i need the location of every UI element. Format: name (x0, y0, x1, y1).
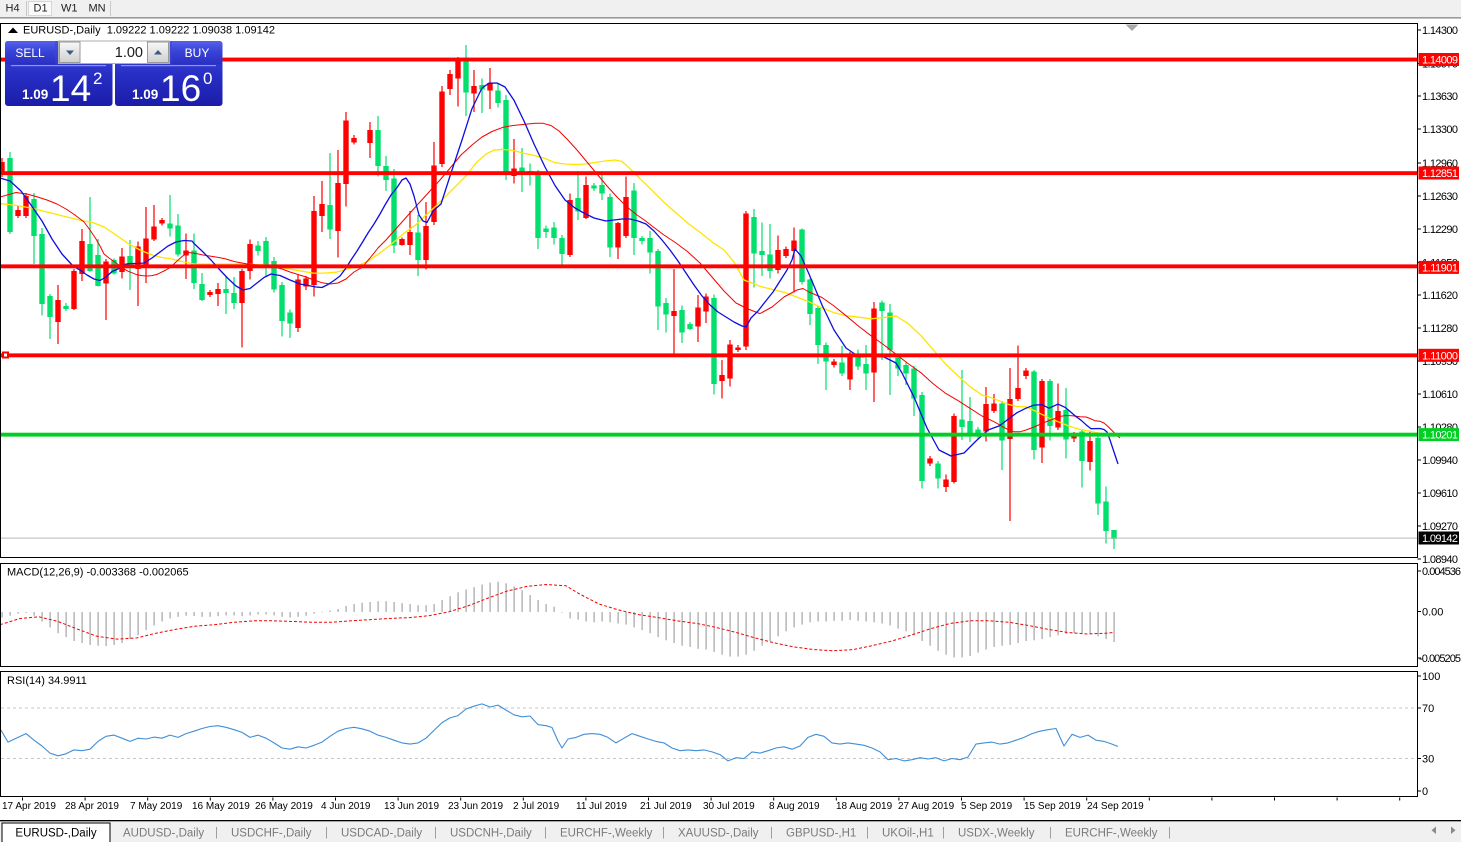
svg-text:|: | (1168, 827, 1171, 839)
svg-text:70: 70 (1422, 703, 1434, 715)
svg-text:W1: W1 (61, 3, 78, 15)
svg-text:16 May 2019: 16 May 2019 (192, 801, 250, 812)
svg-text:1.11901: 1.11901 (1422, 262, 1458, 274)
svg-text:USDCHF-,Daily: USDCHF-,Daily (231, 828, 312, 840)
svg-text:RSI(14) 34.9911: RSI(14) 34.9911 (7, 675, 87, 687)
svg-text:H4: H4 (6, 3, 20, 15)
svg-text:14: 14 (50, 68, 91, 109)
svg-text:1.09270: 1.09270 (1422, 521, 1458, 533)
svg-text:USDX-,Weekly: USDX-,Weekly (958, 828, 1035, 840)
svg-text:1.12630: 1.12630 (1422, 191, 1458, 203)
svg-text:1.00: 1.00 (115, 45, 143, 61)
svg-text:UKOil-,H1: UKOil-,H1 (882, 828, 934, 840)
svg-text:1.11620: 1.11620 (1422, 290, 1458, 302)
svg-text:0.004536: 0.004536 (1422, 566, 1461, 578)
svg-text:AUDUSD-,Daily: AUDUSD-,Daily (123, 828, 204, 840)
svg-text:27 Aug 2019: 27 Aug 2019 (898, 801, 955, 812)
svg-text:1.09610: 1.09610 (1422, 488, 1458, 500)
svg-text:1.13630: 1.13630 (1422, 91, 1458, 103)
svg-text:XAUUSD-,Daily: XAUUSD-,Daily (678, 828, 759, 840)
svg-text:0: 0 (1422, 786, 1428, 798)
svg-text:17 Apr 2019: 17 Apr 2019 (2, 801, 56, 812)
svg-text:28 Apr 2019: 28 Apr 2019 (65, 801, 119, 812)
svg-text:D1: D1 (34, 3, 48, 15)
svg-text:GBPUSD-,H1: GBPUSD-,H1 (786, 828, 856, 840)
svg-text:30 Jul 2019: 30 Jul 2019 (703, 801, 755, 812)
svg-text:18 Aug 2019: 18 Aug 2019 (836, 801, 893, 812)
svg-text:1.14009: 1.14009 (1422, 55, 1458, 67)
svg-text:|: | (325, 827, 328, 839)
svg-text:EURUSD-,Daily: EURUSD-,Daily (15, 828, 96, 840)
svg-text:1.11000: 1.11000 (1422, 350, 1458, 362)
svg-text:1.12290: 1.12290 (1422, 224, 1458, 236)
svg-text:15 Sep 2019: 15 Sep 2019 (1024, 801, 1081, 812)
svg-text:1.09142: 1.09142 (1422, 533, 1458, 545)
svg-text:24 Sep 2019: 24 Sep 2019 (1087, 801, 1144, 812)
svg-text:|: | (434, 827, 437, 839)
svg-text:30: 30 (1422, 754, 1434, 766)
svg-text:|: | (662, 827, 665, 839)
svg-text:1.12851: 1.12851 (1422, 168, 1458, 180)
svg-text:SELL: SELL (15, 46, 45, 60)
svg-text:|: | (1049, 827, 1052, 839)
svg-text:11 Jul 2019: 11 Jul 2019 (576, 801, 627, 812)
svg-text:|: | (770, 827, 773, 839)
svg-text:8 Aug 2019: 8 Aug 2019 (769, 801, 820, 812)
svg-text:7 May 2019: 7 May 2019 (130, 801, 183, 812)
svg-text:1.10201: 1.10201 (1422, 430, 1458, 442)
svg-text:2 Jul 2019: 2 Jul 2019 (513, 801, 560, 812)
svg-text:2: 2 (93, 69, 102, 88)
svg-text:EURUSD-,Daily 1.09222 1.09222: EURUSD-,Daily 1.09222 1.09222 1.09038 1.… (23, 25, 275, 37)
svg-text:1.08940: 1.08940 (1422, 554, 1458, 566)
svg-text:USDCNH-,Daily: USDCNH-,Daily (450, 828, 532, 840)
svg-text:4 Jun 2019: 4 Jun 2019 (321, 801, 371, 812)
svg-text:BUY: BUY (185, 46, 210, 60)
svg-text:MN: MN (89, 3, 106, 15)
svg-text:0.00: 0.00 (1422, 607, 1443, 619)
svg-text:|: | (942, 827, 945, 839)
svg-text:-0.005205: -0.005205 (1419, 653, 1461, 665)
svg-text:1.09: 1.09 (132, 87, 158, 102)
svg-text:1.13300: 1.13300 (1422, 124, 1458, 136)
svg-text:MACD(12,26,9) -0.003368 -0.002: MACD(12,26,9) -0.003368 -0.002065 (7, 567, 189, 579)
svg-text:26 May 2019: 26 May 2019 (255, 801, 313, 812)
svg-text:21 Jul 2019: 21 Jul 2019 (640, 801, 692, 812)
svg-text:0: 0 (203, 69, 212, 88)
svg-text:|: | (215, 827, 218, 839)
svg-text:100: 100 (1422, 671, 1440, 683)
svg-text:1.10610: 1.10610 (1422, 389, 1458, 401)
svg-text:5 Sep 2019: 5 Sep 2019 (961, 801, 1013, 812)
svg-text:23 Jun 2019: 23 Jun 2019 (448, 801, 503, 812)
svg-text:EURCHF-,Weekly: EURCHF-,Weekly (1065, 828, 1158, 840)
svg-text:|: | (866, 827, 869, 839)
svg-text:1.14300: 1.14300 (1422, 25, 1458, 37)
svg-text:EURCHF-,Weekly: EURCHF-,Weekly (560, 828, 653, 840)
svg-text:1.09940: 1.09940 (1422, 455, 1458, 467)
svg-text:13 Jun 2019: 13 Jun 2019 (384, 801, 439, 812)
svg-text:1.11280: 1.11280 (1422, 323, 1458, 335)
svg-text:16: 16 (160, 68, 201, 109)
svg-text:|: | (544, 827, 547, 839)
svg-text:1.09: 1.09 (22, 87, 48, 102)
svg-text:USDCAD-,Daily: USDCAD-,Daily (341, 828, 422, 840)
